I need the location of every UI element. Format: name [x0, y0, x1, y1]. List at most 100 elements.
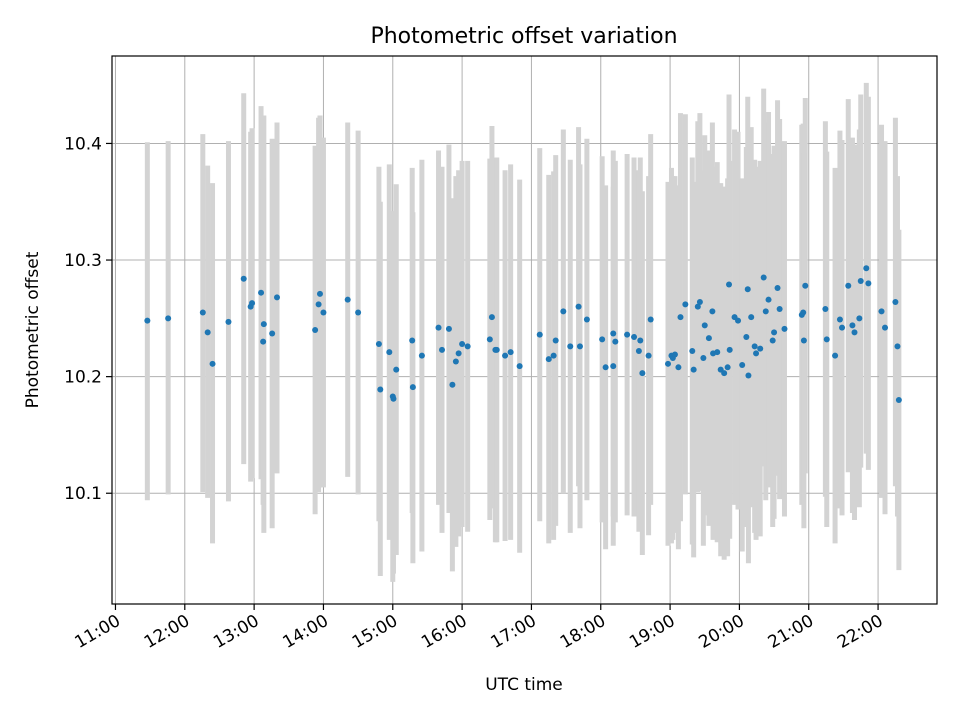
data-point — [560, 308, 567, 315]
data-point — [488, 314, 495, 321]
data-point — [576, 343, 583, 350]
data-point — [800, 337, 807, 344]
data-point — [714, 349, 721, 356]
data-point — [502, 352, 509, 359]
data-point — [536, 331, 543, 338]
data-point — [800, 309, 807, 316]
data-point — [882, 324, 889, 331]
data-point — [258, 289, 265, 296]
x-axis-label: UTC time — [485, 675, 563, 695]
data-point — [822, 306, 829, 313]
data-point — [631, 333, 638, 340]
data-point — [748, 314, 755, 321]
data-point — [493, 346, 500, 353]
data-point — [610, 330, 617, 337]
data-point — [724, 364, 731, 371]
plot-frame — [111, 55, 938, 605]
data-point — [199, 309, 206, 316]
data-point — [705, 335, 712, 342]
data-point — [575, 303, 582, 310]
data-point — [823, 336, 830, 343]
y-tick-label: 10.1 — [64, 484, 102, 504]
data-point — [849, 322, 856, 329]
data-point — [452, 358, 459, 365]
data-point — [204, 329, 211, 336]
data-point — [745, 372, 752, 379]
data-point — [602, 364, 609, 371]
data-point — [856, 315, 863, 322]
data-point — [839, 324, 846, 331]
chart-title: Photometric offset variation — [370, 24, 677, 49]
data-point — [545, 356, 552, 363]
data-point — [599, 336, 606, 343]
data-point — [743, 333, 750, 340]
data-point — [459, 340, 466, 347]
data-point — [165, 315, 172, 322]
data-point — [409, 337, 416, 344]
data-point — [316, 290, 323, 297]
data-point — [832, 352, 839, 359]
data-point — [744, 286, 751, 293]
data-point — [690, 366, 697, 373]
data-point — [225, 318, 232, 325]
data-point — [851, 329, 858, 336]
data-point — [647, 316, 654, 323]
data-point — [445, 325, 452, 332]
data-point — [671, 351, 678, 358]
data-point — [682, 301, 689, 308]
data-point — [639, 370, 646, 377]
data-point — [762, 308, 769, 315]
y-axis-label: Photometric offset — [23, 251, 43, 408]
data-point — [464, 343, 471, 350]
data-point — [449, 381, 456, 388]
data-point — [836, 316, 843, 323]
data-point — [635, 347, 642, 354]
data-point — [757, 345, 764, 352]
data-point — [689, 347, 696, 354]
data-points — [144, 265, 902, 403]
data-point — [892, 299, 899, 306]
data-point — [209, 360, 216, 367]
data-point — [550, 352, 557, 359]
data-point — [751, 343, 758, 350]
data-point — [726, 346, 733, 353]
y-tick-label: 10.4 — [64, 134, 102, 154]
data-point — [781, 325, 788, 332]
data-point — [637, 337, 644, 344]
data-point — [753, 350, 760, 357]
data-point — [567, 343, 574, 350]
data-point — [240, 275, 247, 282]
data-point — [390, 395, 397, 402]
data-point — [895, 396, 902, 403]
data-point — [645, 352, 652, 359]
data-point — [344, 296, 351, 303]
data-point — [552, 337, 559, 344]
data-point — [144, 317, 151, 324]
data-point — [776, 306, 783, 313]
data-point — [274, 294, 280, 301]
data-point — [320, 309, 327, 316]
data-point — [774, 285, 781, 292]
data-point — [486, 336, 493, 343]
data-point — [677, 314, 684, 321]
data-point — [610, 363, 617, 370]
data-point — [765, 296, 772, 303]
data-point — [409, 384, 416, 391]
data-point — [507, 349, 514, 356]
data-point — [760, 274, 767, 281]
data-point — [857, 278, 864, 285]
data-point — [802, 282, 809, 289]
data-point — [393, 366, 400, 373]
data-point — [439, 346, 445, 353]
data-point — [355, 309, 362, 316]
data-point — [701, 322, 708, 329]
y-axis-ticks: 10.1 10.2 10.3 10.4 — [64, 134, 112, 504]
data-point — [315, 301, 322, 308]
data-point — [865, 280, 872, 287]
data-point — [769, 337, 776, 344]
data-point — [739, 361, 746, 368]
data-point — [726, 281, 733, 288]
data-point — [845, 282, 852, 289]
